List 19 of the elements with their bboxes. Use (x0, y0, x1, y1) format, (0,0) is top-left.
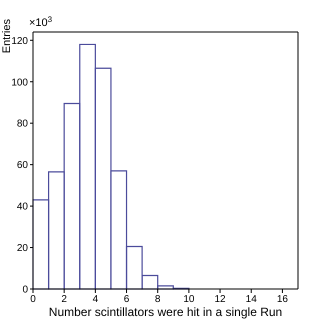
x-tick-label: 8 (154, 294, 161, 306)
x-tick-label: 2 (61, 294, 68, 306)
text: ×10$^{3}$ (29, 14, 53, 29)
y-tick-label: 20 (16, 243, 28, 254)
y-axis-title: Entries (1, 18, 13, 54)
x-tick-label: 0 (30, 294, 36, 306)
y-tick-label: 0 (22, 284, 28, 296)
x-tick-label: 10 (183, 294, 195, 306)
x-tick-label: 12 (214, 294, 226, 306)
x-tick-label: 4 (92, 294, 99, 306)
y-tick-label: 40 (16, 202, 28, 213)
x-tick-label: 14 (246, 294, 258, 306)
y-tick-label: 100 (11, 77, 28, 88)
x-axis-title: Number scintillators were hit in a single Run (48, 305, 282, 319)
x-tick-label: 6 (124, 294, 130, 306)
y-tick-label: 60 (16, 160, 28, 172)
y-tick-label: 80 (16, 118, 28, 130)
x-tick-label: 16 (276, 294, 288, 306)
y-tick-label: 120 (11, 36, 28, 47)
